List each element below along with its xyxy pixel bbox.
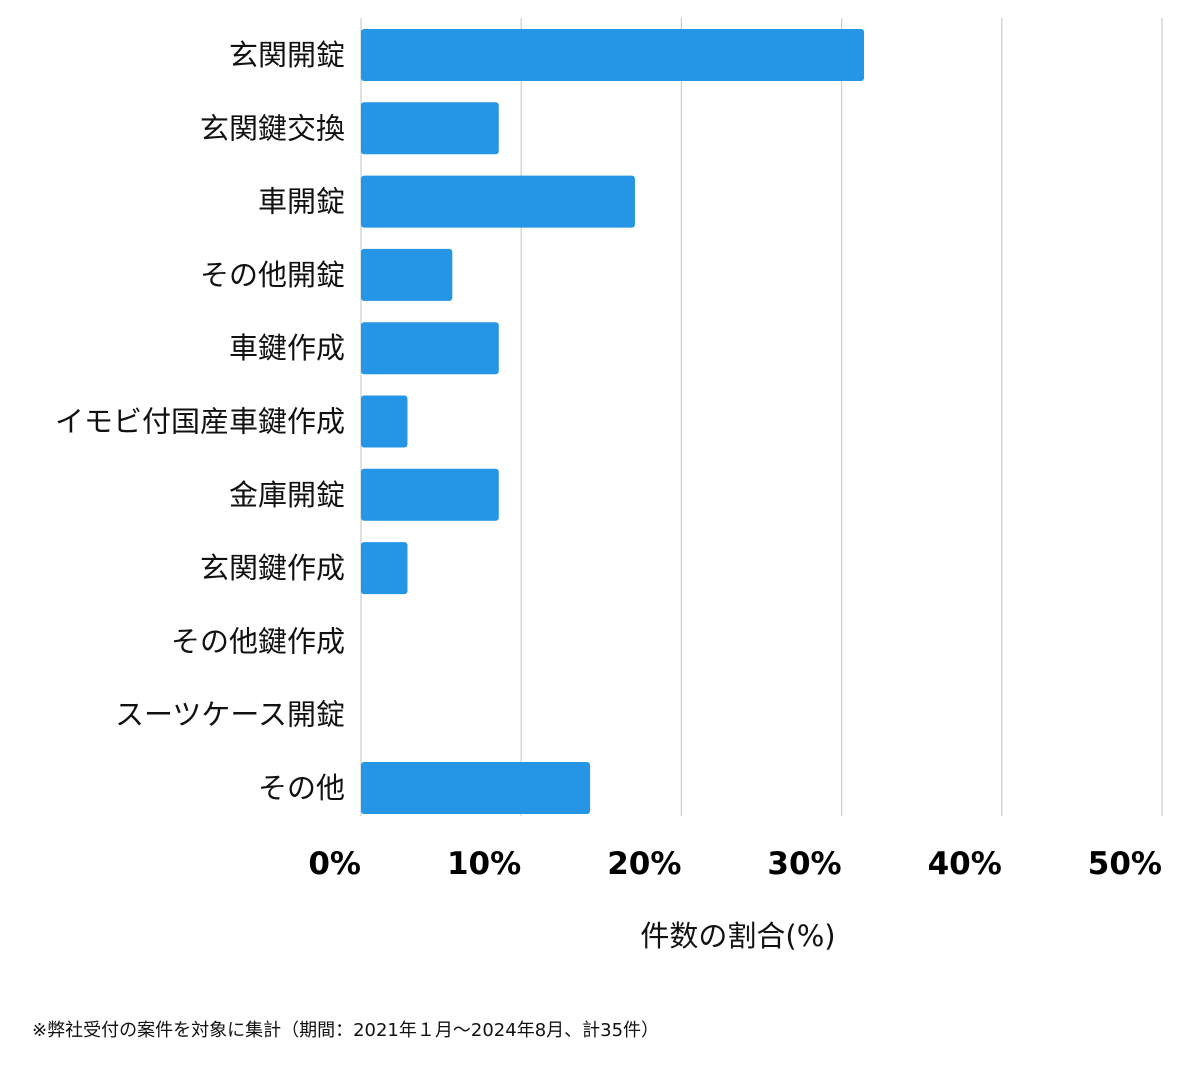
x-axis-title: 件数の割合(%)	[640, 919, 835, 953]
category-label: イモビ付国産車鍵作成	[55, 405, 345, 439]
x-tick-label: 0%	[308, 846, 361, 882]
bar	[361, 29, 865, 81]
footnote: ※弊社受付の案件を対象に集計（期間：2021年１月〜2024年8月、計35件）	[32, 1020, 660, 1041]
bar	[361, 542, 408, 595]
x-tick-label: 10%	[447, 846, 521, 882]
category-label: その他開錠	[200, 258, 345, 292]
category-label: その他	[258, 771, 345, 805]
bar	[361, 102, 499, 155]
category-labels: 玄関開錠玄関鍵交換車開錠その他開錠車鍵作成イモビ付国産車鍵作成金庫開錠玄関鍵作成…	[55, 38, 345, 805]
category-label: その他鍵作成	[171, 624, 345, 658]
x-tick-label: 40%	[928, 846, 1002, 882]
x-tick-label: 30%	[767, 846, 841, 882]
x-tick-labels: 0% 10% 20% 30% 40% 50%	[308, 846, 1162, 882]
bar	[361, 175, 635, 228]
chart-svg: 玄関開錠玄関鍵交換車開錠その他開錠車鍵作成イモビ付国産車鍵作成金庫開錠玄関鍵作成…	[55, 18, 1163, 953]
category-label: 玄関鍵交換	[200, 111, 345, 145]
category-label: 金庫開錠	[229, 478, 345, 512]
bar	[361, 468, 499, 521]
category-label: スーツケース開錠	[115, 698, 345, 732]
category-label: 車開錠	[258, 185, 345, 219]
gridlines	[360, 18, 1163, 816]
category-label: 玄関鍵作成	[200, 551, 345, 585]
bar	[361, 248, 453, 301]
category-label: 玄関開錠	[229, 38, 345, 72]
x-tick-label: 50%	[1088, 846, 1162, 882]
x-tick-label: 20%	[607, 846, 681, 882]
bar	[361, 762, 591, 814]
category-label: 車鍵作成	[229, 331, 345, 365]
chart: 玄関開錠玄関鍵交換車開錠その他開錠車鍵作成イモビ付国産車鍵作成金庫開錠玄関鍵作成…	[55, 18, 1163, 953]
bar	[361, 322, 499, 375]
bars	[361, 29, 865, 814]
bar	[361, 395, 408, 448]
